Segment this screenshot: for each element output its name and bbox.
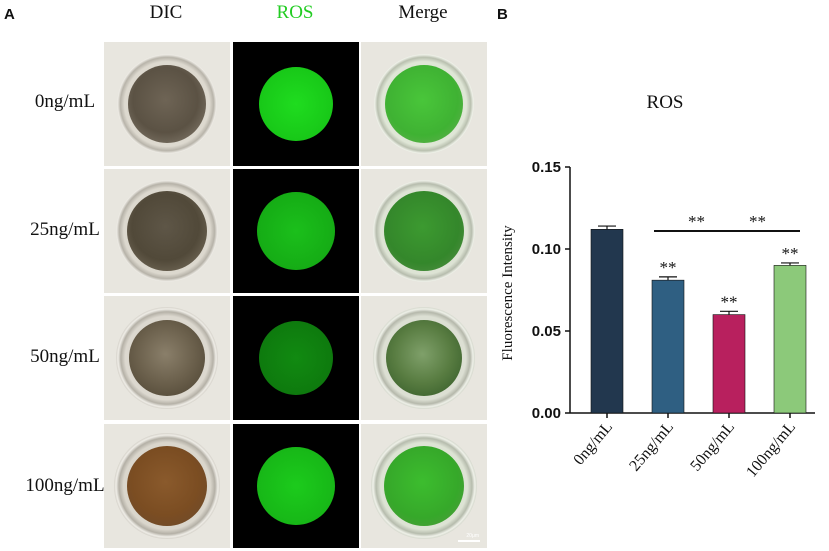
y-tick-label: 0.00 <box>532 405 561 422</box>
scale-bar <box>458 540 480 542</box>
oocyte <box>384 446 464 526</box>
y-tick-label: 0.05 <box>532 323 561 340</box>
bar-25ng/mL <box>651 279 685 414</box>
chart-title: ROS <box>647 92 684 113</box>
row-label-0ng: 0ng/mL <box>34 91 96 112</box>
merge-image-25ng <box>361 169 487 293</box>
ros-image-50ng <box>233 296 359 420</box>
panel-b-letter: B <box>497 6 508 23</box>
merge-image-50ng <box>361 296 487 420</box>
scale-bar-label: 20μm <box>466 533 479 539</box>
oocyte <box>384 191 464 271</box>
ros-image-100ng <box>233 424 359 548</box>
oocyte <box>129 320 205 396</box>
ros-bar-chart: ROS Fluorescence Intensity 0.000.050.100… <box>500 92 815 481</box>
column-header-merge: Merge <box>398 2 448 23</box>
y-tick-label: 0.10 <box>532 241 561 258</box>
x-tick-label: 50ng/mL <box>687 419 738 475</box>
merge-image-100ng: 20μm <box>361 424 487 548</box>
ros-image-0ng <box>233 42 359 166</box>
x-tick-label: 0ng/mL <box>570 419 616 469</box>
panel-a-letter: A <box>4 6 15 23</box>
oocyte <box>385 65 463 143</box>
row-label-100ng: 100ng/mL <box>25 475 105 496</box>
dic-image-50ng <box>104 296 230 420</box>
row-label-25ng: 25ng/mL <box>30 219 100 240</box>
dic-image-100ng <box>104 424 230 548</box>
bar-50ng/mL <box>712 314 746 414</box>
oocyte <box>386 320 462 396</box>
ros-image-25ng <box>233 169 359 293</box>
oocyte-fluorescence <box>257 192 335 270</box>
significance-mark: ** <box>721 292 738 311</box>
bracket-label: ** <box>688 212 705 231</box>
dic-image-25ng <box>104 169 230 293</box>
row-label-50ng: 50ng/mL <box>30 346 100 367</box>
x-tick-label: 100ng/mL <box>743 419 799 481</box>
oocyte-fluorescence <box>259 67 333 141</box>
significance-mark: ** <box>782 244 799 263</box>
oocyte <box>127 191 207 271</box>
bracket-label: ** <box>749 212 766 231</box>
dic-image-0ng <box>104 42 230 166</box>
oocyte-fluorescence <box>259 321 333 395</box>
oocyte <box>127 446 207 526</box>
column-header-dic: DIC <box>149 2 183 23</box>
bar-100ng/mL <box>773 265 807 414</box>
significance-mark: ** <box>660 258 677 277</box>
y-tick-label: 0.15 <box>532 159 561 176</box>
y-axis-label: Fluorescence Intensity <box>500 225 516 361</box>
bar-0ng/mL <box>590 229 624 414</box>
oocyte <box>128 65 206 143</box>
oocyte-fluorescence <box>257 447 335 525</box>
column-header-ros: ROS <box>276 2 314 23</box>
merge-image-0ng <box>361 42 487 166</box>
chart-plot-area: 0.00 0.05 0.10 0.15 0ng/mL ** 25ng/mL ** 50ng/mL… <box>532 159 815 481</box>
x-tick-label: 25ng/mL <box>626 419 677 475</box>
